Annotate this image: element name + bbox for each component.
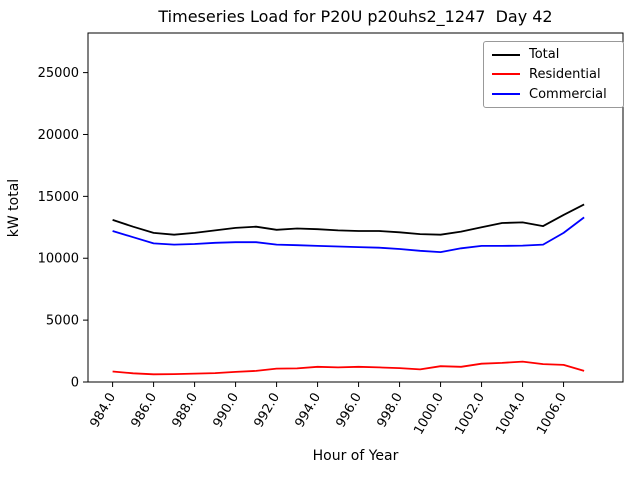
y-tick-label: 25000	[38, 66, 79, 81]
x-tick-label: 1004.0	[493, 391, 529, 438]
x-tick-label: 984.0	[87, 391, 119, 431]
series-line-residential	[112, 360, 585, 376]
residential-line-swatch	[492, 73, 520, 76]
legend-label-total: Total	[529, 47, 560, 63]
y-tick-label: 15000	[38, 190, 79, 205]
x-tick-label: 988.0	[169, 391, 201, 431]
x-tick-label: 992.0	[251, 391, 283, 431]
x-tick-label: 990.0	[210, 391, 242, 431]
total-line-swatch	[492, 53, 520, 56]
x-axis-label: Hour of Year	[312, 448, 399, 464]
x-tick-label: 1006.0	[534, 391, 570, 438]
legend-label-commercial: Commercial	[529, 86, 607, 102]
chart-title: Timeseries Load for P20U p20uhs2_1247 Da…	[158, 7, 553, 26]
x-tick-label: 986.0	[128, 391, 160, 431]
legend-entry-commercial: Commercial	[492, 87, 615, 102]
x-tick-label: 998.0	[374, 391, 406, 431]
x-tick-label: 996.0	[333, 391, 365, 431]
x-tick-label: 1002.0	[452, 391, 488, 438]
legend-entry-total: Total	[492, 47, 615, 62]
y-tick-label: 0	[71, 376, 79, 391]
y-tick-label: 5000	[46, 314, 79, 329]
legend-label-residential: Residential	[529, 66, 601, 82]
series-line-total	[112, 203, 585, 236]
x-tick-label: 1000.0	[411, 391, 447, 438]
y-axis-label: kW total	[6, 178, 22, 238]
y-tick-label: 10000	[38, 252, 79, 267]
legend: Total Residential Commercial	[483, 41, 624, 108]
commercial-line-swatch	[492, 93, 520, 96]
series-line-commercial	[112, 216, 585, 254]
y-tick-label: 20000	[38, 128, 79, 143]
plot-frame	[87, 32, 624, 383]
legend-entry-residential: Residential	[492, 67, 615, 82]
x-tick-label: 994.0	[292, 391, 324, 431]
